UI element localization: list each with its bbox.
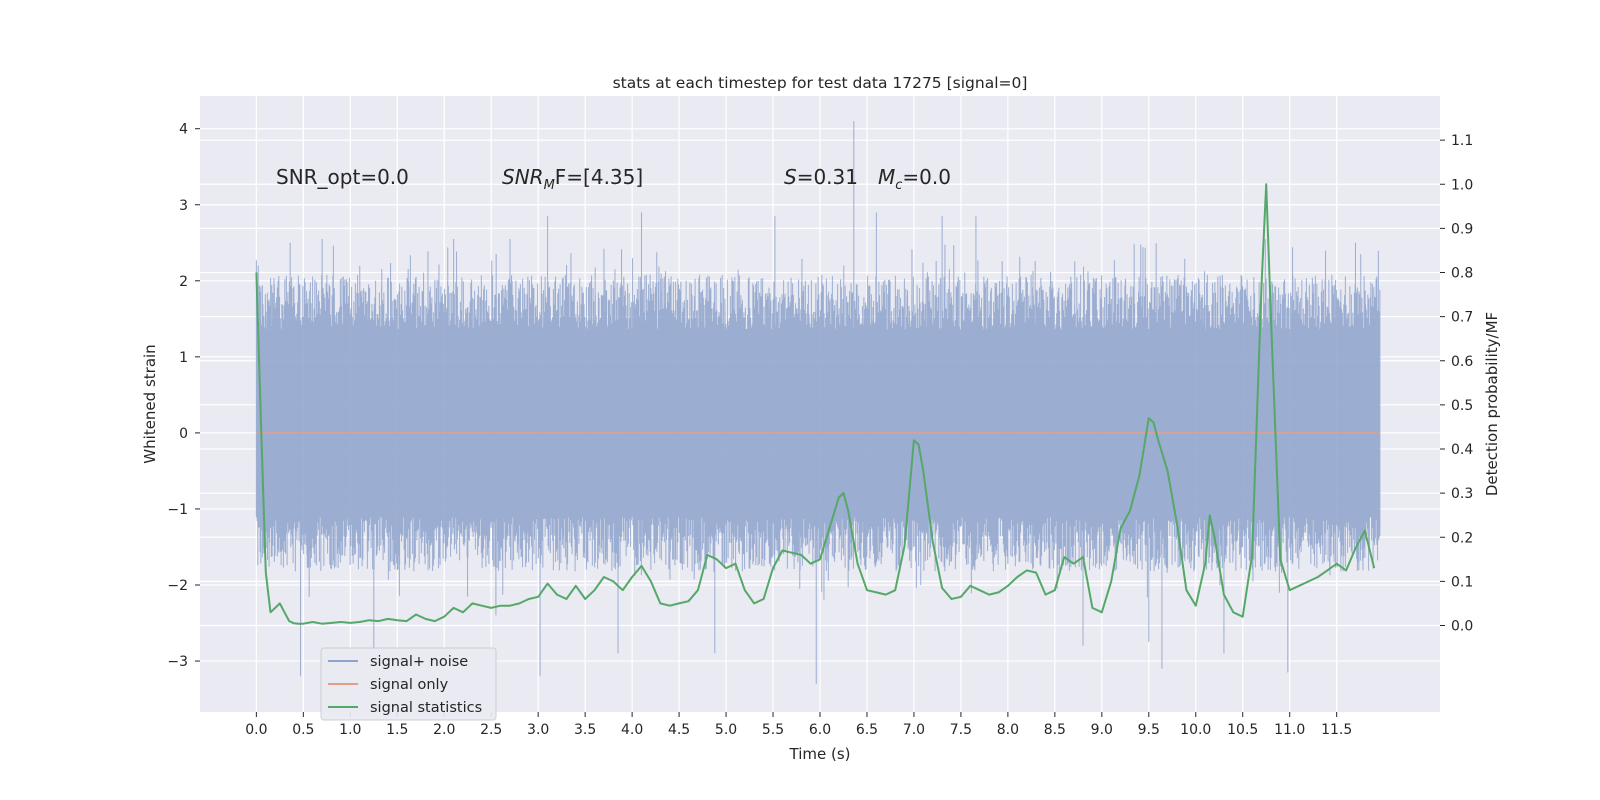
y2-axis-label: Detection probability/MF — [1483, 312, 1501, 496]
y2-tick-label: 0.3 — [1451, 486, 1473, 502]
y-tick-label: −2 — [167, 578, 188, 594]
legend-box — [320, 647, 497, 721]
y-tick-label: −1 — [167, 502, 188, 518]
x-tick-label: 10.5 — [1227, 722, 1258, 738]
x-tick-label: 6.5 — [856, 722, 878, 738]
x-tick-label: 6.0 — [809, 722, 831, 738]
annotation-mc-value: =0.0 — [902, 165, 951, 189]
y-tick-label: 4 — [179, 122, 188, 138]
annotation-mc-base: M — [878, 165, 895, 189]
chart-title: stats at each timestep for test data 172… — [613, 74, 1028, 92]
annotation-s: S=0.31 — [784, 165, 858, 189]
x-tick-label: 11.5 — [1321, 722, 1352, 738]
legend: signal+ noise signal only signal statist… — [320, 647, 497, 721]
left-axis-ticks: −3 −2 −1 0 1 2 3 4 — [167, 122, 200, 670]
x-axis-label: Time (s) — [789, 745, 851, 763]
x-tick-label: 1.5 — [386, 722, 408, 738]
y2-tick-label: 0.9 — [1451, 221, 1473, 237]
annotation-snr-mf-sub: M — [544, 178, 555, 193]
x-tick-label: 0.5 — [292, 722, 314, 738]
y2-tick-label: 0.6 — [1451, 354, 1473, 370]
x-tick-label: 7.0 — [903, 722, 925, 738]
x-tick-label: 8.0 — [997, 722, 1019, 738]
x-tick-label: 3.5 — [574, 722, 596, 738]
x-tick-label: 8.5 — [1044, 722, 1066, 738]
y2-tick-label: 0.5 — [1451, 398, 1473, 414]
legend-label-signal-only: signal only — [370, 677, 449, 693]
y2-tick-label: 1.1 — [1451, 133, 1473, 149]
y-axis-label: Whitened strain — [141, 344, 159, 463]
x-tick-label: 4.0 — [621, 722, 643, 738]
y2-tick-label: 0.7 — [1451, 310, 1473, 326]
x-tick-label: 5.5 — [762, 722, 784, 738]
y-tick-label: 1 — [179, 350, 188, 366]
annotation-snr-mf-base: SNR — [502, 165, 544, 189]
y2-tick-label: 1.0 — [1451, 177, 1473, 193]
x-tick-label: 7.5 — [950, 722, 972, 738]
y-tick-label: 0 — [179, 426, 188, 442]
x-tick-label: 10.0 — [1180, 722, 1211, 738]
signal-noise-trace — [255, 121, 1381, 684]
x-tick-label: 9.5 — [1138, 722, 1160, 738]
x-tick-label: 9.0 — [1091, 722, 1113, 738]
x-tick-label: 3.0 — [527, 722, 549, 738]
annotation-s-label: S — [784, 165, 797, 189]
x-tick-label: 4.5 — [668, 722, 690, 738]
right-axis-ticks: 0.0 0.1 0.2 0.3 0.4 0.5 0.6 0.7 0.8 0.9 1.0 1.1 — [1440, 133, 1473, 635]
y-tick-label: −3 — [167, 654, 188, 670]
y2-tick-label: 0.0 — [1451, 619, 1473, 635]
series-signal-noise — [255, 121, 1381, 684]
annotation-snr-opt: SNR_opt=0.0 — [276, 165, 409, 189]
annotation-snr-mf: SNRMF=[4.35] — [502, 165, 643, 193]
x-tick-label: 5.0 — [715, 722, 737, 738]
x-tick-label: 0.0 — [245, 722, 267, 738]
series-signal-statistics — [255, 183, 1376, 625]
x-axis-ticks: 0.0 0.5 1.0 1.5 2.0 2.5 3.0 3.5 4.0 4.5 5.0 5.5 6.0 6… — [245, 712, 1352, 738]
signal-statistics-line — [255, 183, 1376, 625]
x-tick-label: 2.0 — [433, 722, 455, 738]
y2-tick-label: 0.8 — [1451, 266, 1473, 282]
annotation-mc-sub: c — [895, 178, 902, 193]
y2-tick-label: 0.1 — [1451, 574, 1473, 590]
y2-tick-label: 0.2 — [1451, 530, 1473, 546]
y-tick-label: 3 — [179, 198, 188, 214]
annotation-snr-mf-rest: F=[4.35] — [555, 165, 643, 189]
x-tick-label: 11.0 — [1274, 722, 1305, 738]
y2-tick-label: 0.4 — [1451, 442, 1473, 458]
x-tick-label: 1.0 — [339, 722, 361, 738]
x-tick-label: 2.5 — [480, 722, 502, 738]
y-tick-label: 2 — [179, 274, 188, 290]
annotation-s-value: =0.31 — [797, 165, 858, 189]
legend-label-signal-statistics: signal statistics — [370, 700, 482, 716]
annotation-mc: Mc=0.0 — [878, 165, 951, 193]
legend-label-signal-noise: signal+ noise — [370, 654, 468, 670]
